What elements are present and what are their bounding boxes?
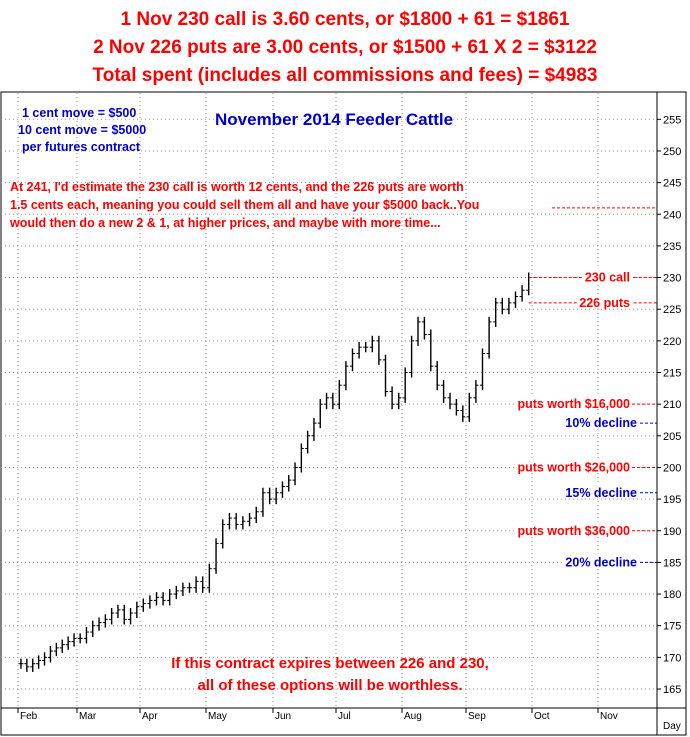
y-tick-label: 235 [663, 241, 681, 253]
level-label: 230 call [585, 271, 630, 285]
x-tick-layer: Feb Mar Apr May Jun Jul Aug Sep Oct Nov [17, 708, 618, 722]
x-axis-label: Day [663, 721, 681, 732]
level-label-bg [515, 395, 632, 409]
decline-label: 10% decline [565, 416, 637, 430]
level-label-bg [577, 293, 632, 307]
decline-label-bg [563, 483, 639, 497]
y-tick-label: 180 [663, 589, 681, 601]
y-tick-label: 255 [663, 114, 681, 126]
chart-title: November 2014 Feeder Cattle [215, 110, 453, 129]
level-label-bg [582, 268, 632, 282]
contract-note: 1 cent move = $500 10 cent move = $5000 … [18, 105, 146, 156]
x-tick-label: Jul [338, 711, 351, 722]
y-tick-label: 210 [663, 399, 681, 411]
decline-label-bg [563, 553, 639, 567]
y-tick-label: 200 [663, 462, 681, 474]
level-label: puts worth $16,000 [517, 397, 630, 411]
x-tick-label: Sep [468, 711, 486, 722]
x-tick-label: Mar [79, 711, 97, 722]
chart-frame [0, 91, 687, 736]
estimate-note: At 241, I'd estimate the 230 call is wor… [10, 178, 650, 232]
x-tick-label: Aug [404, 711, 422, 722]
decline-label-bg [563, 414, 639, 428]
x-tick-label: Nov [600, 711, 618, 722]
y-tick-label: 215 [663, 368, 681, 380]
x-tick-label: May [208, 711, 227, 722]
level-label: puts worth $36,000 [517, 524, 630, 538]
level-label-bg [515, 521, 632, 535]
decline-label: 15% decline [565, 486, 637, 500]
x-tick-label: Feb [20, 711, 38, 722]
expiry-note: If this contract expires between 226 and… [0, 653, 660, 697]
expiry-note-line: all of these options will be worthless. [197, 677, 463, 694]
y-tick-label: 175 [663, 621, 681, 633]
y-tick-label: 165 [663, 684, 681, 696]
contract-note-line: 10 cent move = $5000 [18, 123, 147, 137]
y-tick-label: 185 [663, 557, 681, 569]
contract-note-line: per futures contract [22, 140, 141, 154]
x-tick-label: Apr [142, 711, 158, 722]
y-tick-label: 205 [663, 431, 681, 443]
header-line-2: 2 Nov 226 puts are 3.00 cents, or $1500 … [93, 37, 597, 58]
expiry-note-line: If this contract expires between 226 and… [171, 655, 489, 672]
grid-layer [1, 93, 657, 708]
estimate-note-line: would then do a new 2 & 1, at higher pri… [10, 216, 441, 230]
y-tick-label: 170 [663, 652, 681, 664]
level-label: puts worth $26,000 [517, 460, 630, 474]
y-tick-label: 240 [663, 209, 681, 221]
y-tick-label: 230 [663, 273, 681, 285]
y-tick-label: 245 [663, 178, 681, 190]
level-layer: 230 call 226 puts puts worth $16,000 puts w… [515, 207, 657, 569]
level-label: 226 puts [579, 296, 630, 310]
y-tick-layer: 165 170 175 180 185 190 195 200 205 210 215 220 225 2… [657, 114, 681, 696]
y-tick-label: 195 [663, 494, 681, 506]
x-tick-label: Oct [534, 711, 550, 722]
y-tick-label: 250 [663, 146, 681, 158]
contract-note-line: 1 cent move = $500 [22, 106, 137, 120]
level-label-bg [515, 458, 632, 472]
header-line-3: Total spent (includes all commissions an… [92, 65, 598, 86]
y-tick-label: 225 [663, 304, 681, 316]
y-tick-label: 190 [663, 526, 681, 538]
x-tick-label: Jun [275, 711, 291, 722]
y-tick-label: 220 [663, 336, 681, 348]
estimate-note-line: At 241, I'd estimate the 230 call is wor… [10, 180, 464, 194]
decline-label: 20% decline [565, 555, 637, 569]
header-line-1: 1 Nov 230 call is 3.60 cents, or $1800 +… [120, 9, 570, 30]
bar-layer [18, 272, 532, 672]
estimate-note-line: 1.5 cents each, meaning you could sell t… [10, 198, 480, 212]
